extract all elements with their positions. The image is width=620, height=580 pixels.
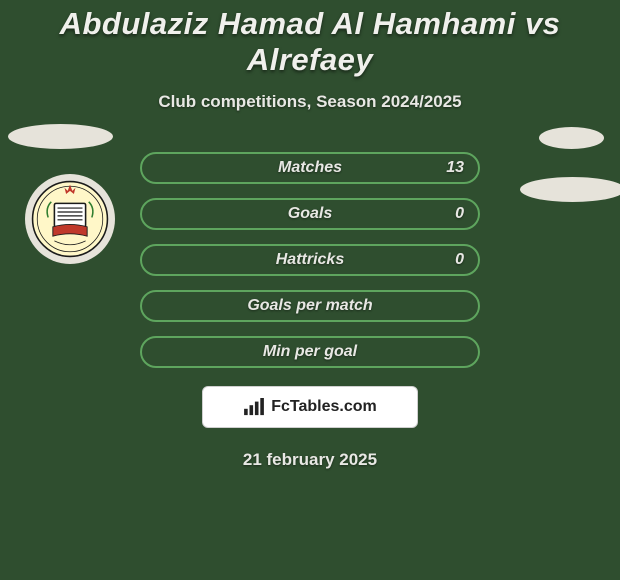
stat-label: Goals per match [247,297,372,315]
stat-label: Matches [278,159,342,177]
stat-bar-min-per-goal: Min per goal [140,336,480,368]
bars-icon [243,398,265,416]
player-slot-left [8,124,113,149]
stat-value-right: 0 [455,251,464,269]
stat-label: Hattricks [276,251,344,269]
stat-value-right: 13 [446,159,464,177]
page-title: Abdulaziz Hamad Al Hamhami vs Alrefaey [0,0,620,78]
stat-value-right: 0 [455,205,464,223]
stats-bars: Matches 13 Goals 0 Hattricks 0 Goals per… [140,152,480,368]
brand-text: FcTables.com [271,398,377,416]
stat-label: Min per goal [263,343,357,361]
player-slot-right-1 [539,127,604,149]
player-slot-right-2 [520,177,620,202]
subtitle: Club competitions, Season 2024/2025 [0,92,620,112]
comparison-card: Abdulaziz Hamad Al Hamhami vs Alrefaey C… [0,0,620,580]
stat-bar-matches: Matches 13 [140,152,480,184]
club-badge-icon [25,174,115,264]
stat-bar-goals: Goals 0 [140,198,480,230]
brand-badge[interactable]: FcTables.com [202,386,418,428]
date-text: 21 february 2025 [243,450,377,470]
stat-bar-goals-per-match: Goals per match [140,290,480,322]
stat-bar-hattricks: Hattricks 0 [140,244,480,276]
stat-label: Goals [288,205,332,223]
